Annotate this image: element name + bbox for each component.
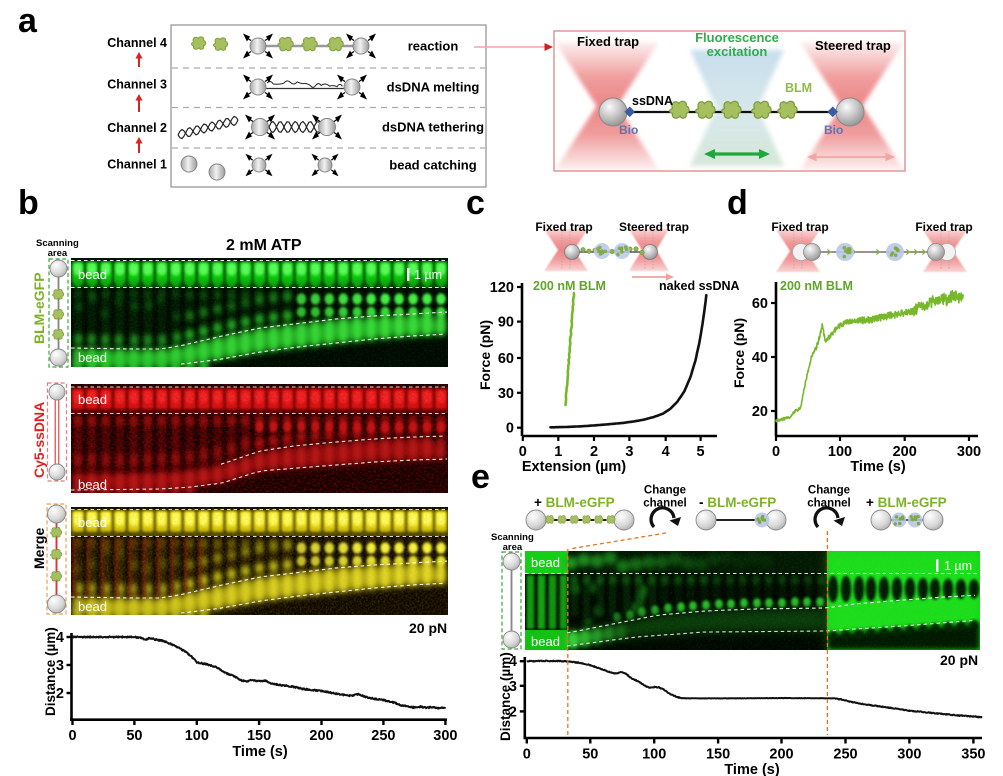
svg-text:1: 1	[554, 444, 562, 460]
svg-text:BLM: BLM	[785, 81, 812, 95]
svg-text:bead catching: bead catching	[389, 158, 476, 173]
svg-text:50: 50	[582, 747, 598, 763]
svg-text:300: 300	[957, 444, 981, 460]
svg-text:reaction: reaction	[408, 39, 459, 54]
svg-text:Fixed trap: Fixed trap	[535, 220, 592, 234]
svg-text:3: 3	[56, 658, 64, 674]
svg-text:100: 100	[185, 728, 209, 744]
svg-text:Channel 3: Channel 3	[107, 78, 167, 92]
svg-text:150: 150	[247, 728, 271, 744]
svg-text:250: 250	[833, 747, 857, 763]
svg-text:bead: bead	[78, 515, 107, 530]
svg-text:20: 20	[752, 404, 768, 420]
svg-text:2: 2	[509, 704, 517, 720]
svg-text:bead: bead	[531, 555, 560, 570]
svg-text:4: 4	[509, 654, 517, 670]
svg-text:200: 200	[769, 747, 793, 763]
svg-text:50: 50	[126, 728, 142, 744]
svg-text:200: 200	[309, 728, 333, 744]
svg-text:1 µm: 1 µm	[414, 268, 442, 282]
svg-text:Fixed trap: Fixed trap	[915, 220, 972, 234]
svg-text:60: 60	[752, 296, 768, 312]
svg-text:300: 300	[433, 728, 457, 744]
svg-text:0: 0	[523, 747, 531, 763]
svg-text:Change: Change	[808, 485, 850, 497]
svg-text:naked ssDNA: naked ssDNA	[659, 279, 740, 293]
svg-text:bead: bead	[78, 267, 107, 282]
svg-text:Time (s): Time (s)	[724, 762, 780, 776]
svg-text:ssDNA: ssDNA	[632, 94, 673, 108]
svg-text:150: 150	[706, 747, 730, 763]
svg-text:1 µm: 1 µm	[944, 559, 972, 573]
svg-text:Steered trap: Steered trap	[815, 38, 891, 53]
svg-text:bead: bead	[78, 477, 107, 492]
svg-text:0: 0	[519, 444, 527, 460]
svg-text:+ BLM-eGFP: + BLM-eGFP	[866, 495, 947, 510]
svg-text:Fluorescence: Fluorescence	[695, 30, 779, 45]
svg-text:Force (pN): Force (pN)	[477, 320, 493, 390]
svg-text:250: 250	[371, 728, 395, 744]
svg-text:bead: bead	[78, 350, 107, 365]
svg-text:Extension (µm): Extension (µm)	[522, 459, 626, 475]
svg-text:3: 3	[625, 444, 633, 460]
svg-text:200 nM BLM: 200 nM BLM	[780, 279, 853, 293]
svg-text:Channel 1: Channel 1	[107, 158, 167, 172]
svg-text:200: 200	[893, 444, 917, 460]
svg-text:- BLM-eGFP: - BLM-eGFP	[699, 495, 776, 510]
svg-text:4: 4	[56, 630, 64, 646]
svg-text:Change: Change	[644, 485, 686, 497]
svg-text:Steered trap: Steered trap	[619, 220, 689, 234]
svg-text:2: 2	[56, 686, 64, 702]
svg-text:90: 90	[498, 315, 514, 331]
svg-text:Channel 2: Channel 2	[107, 121, 167, 135]
svg-text:4: 4	[662, 444, 670, 460]
svg-text:channel: channel	[807, 498, 850, 510]
svg-text:100: 100	[642, 747, 666, 763]
svg-text:40: 40	[752, 350, 768, 366]
svg-text:bead: bead	[78, 599, 107, 614]
svg-text:5: 5	[697, 444, 705, 460]
svg-text:0: 0	[772, 444, 780, 460]
svg-text:bead: bead	[78, 392, 107, 407]
svg-text:60: 60	[498, 351, 514, 367]
svg-text:Time (s): Time (s)	[232, 744, 288, 760]
svg-text:100: 100	[828, 444, 852, 460]
svg-text:dsDNA tethering: dsDNA tethering	[382, 120, 484, 135]
svg-text:Fixed trap: Fixed trap	[771, 220, 828, 234]
svg-text:Time (s): Time (s)	[850, 459, 906, 475]
svg-text:Bio: Bio	[619, 123, 638, 137]
svg-text:0: 0	[68, 728, 76, 744]
svg-text:0: 0	[506, 421, 514, 437]
svg-text:350: 350	[961, 747, 985, 763]
svg-text:Bio: Bio	[824, 123, 843, 137]
svg-text:dsDNA melting: dsDNA melting	[387, 80, 480, 95]
svg-text:200 nM BLM: 200 nM BLM	[533, 279, 606, 293]
svg-text:+ BLM-eGFP: + BLM-eGFP	[534, 495, 615, 510]
svg-text:bead: bead	[531, 634, 560, 649]
svg-text:30: 30	[498, 386, 514, 402]
svg-text:Fixed trap: Fixed trap	[577, 34, 639, 49]
svg-text:3: 3	[509, 679, 517, 695]
svg-text:channel: channel	[643, 498, 686, 510]
svg-text:2: 2	[590, 444, 598, 460]
svg-text:300: 300	[897, 747, 921, 763]
svg-text:excitation: excitation	[707, 44, 768, 59]
svg-text:Channel 4: Channel 4	[107, 36, 167, 50]
svg-text:120: 120	[490, 280, 514, 296]
svg-text:Force (pN): Force (pN)	[731, 318, 747, 388]
